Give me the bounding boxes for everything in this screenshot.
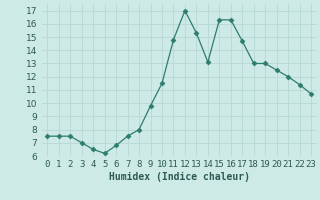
X-axis label: Humidex (Indice chaleur): Humidex (Indice chaleur) (109, 172, 250, 182)
